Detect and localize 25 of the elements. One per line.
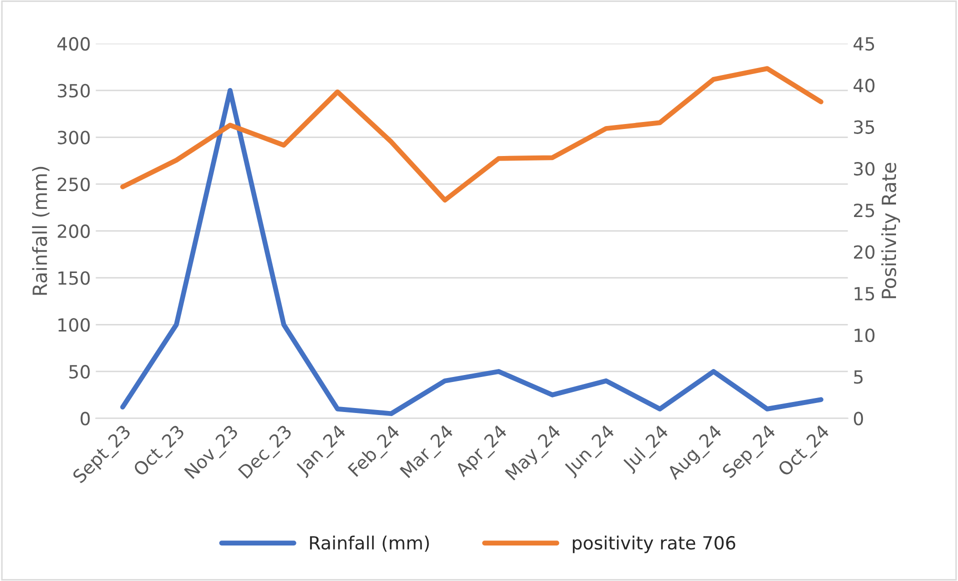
y-tick-label: 200 [58,224,90,238]
y2-tick-label: 0 [854,412,863,426]
y2-tick-label: 25 [854,204,874,218]
line-series [120,66,824,203]
y-tick-label: 400 [57,37,90,51]
y-tick-label: 0 [80,412,90,426]
y-tick-label: 300 [58,130,90,144]
y2-tick-label: 35 [854,120,874,134]
y-tick-label: 150 [58,271,90,285]
y2-tick-label: 40 [854,78,874,92]
line-series [120,88,824,416]
legend-label: positivity rate 706 [572,536,736,554]
y-tick-label: 50 [69,364,90,379]
legend-label: Rainfall (mm) [310,536,429,552]
y2-tick-label: 30 [854,162,874,176]
y-tick-label: 350 [58,84,90,98]
y2-tick-label: 5 [854,370,863,384]
y-axis-title: Rainfall (mm) [32,166,50,295]
y2-tick-label: 10 [854,328,874,342]
y2-axis-title: Positivity Rate [881,162,900,298]
y2-tick-label: 20 [854,245,874,259]
y2-tick-label: 15 [854,287,874,301]
y2-tick-label: 45 [854,37,874,51]
y-tick-label: 250 [58,178,90,192]
y-tick-label: 100 [58,318,90,332]
